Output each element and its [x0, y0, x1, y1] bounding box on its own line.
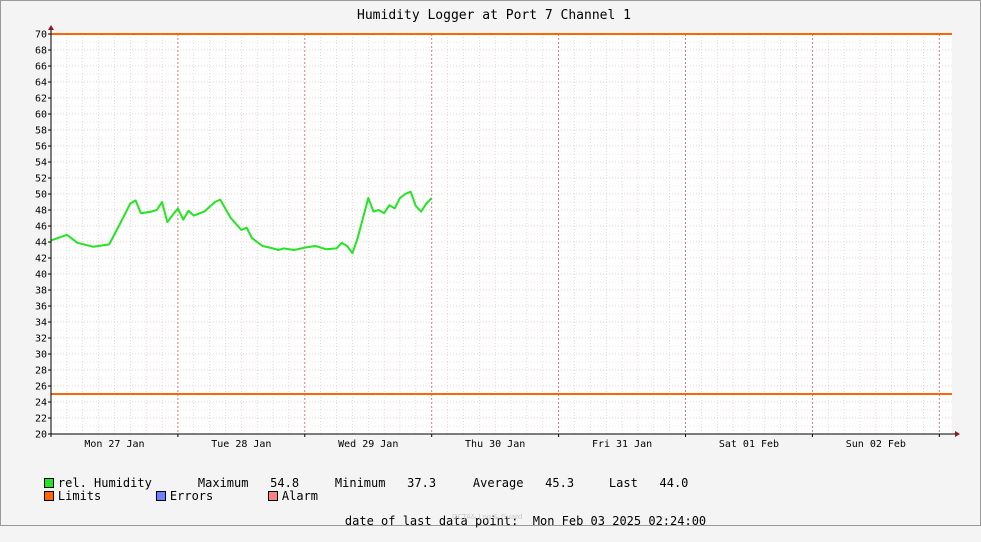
- y-tick-label: 54: [35, 158, 47, 169]
- y-tick-label: 62: [35, 94, 47, 105]
- last-label: Last: [608, 476, 638, 490]
- series-swatch: [43, 478, 54, 488]
- errors-label: Errors: [169, 489, 214, 503]
- y-tick-label: 48: [35, 206, 47, 217]
- legend-alarm: Alarm: [239, 477, 318, 516]
- errors-swatch: [155, 491, 166, 501]
- y-tick-label: 32: [35, 334, 47, 345]
- minimum-value: 37.3: [407, 476, 437, 490]
- y-tick-label: 42: [35, 254, 47, 265]
- y-tick-label: 38: [35, 286, 47, 297]
- stat-minimum: Minimum 37.3: [306, 464, 436, 503]
- chart-title: Humidity Logger at Port 7 Channel 1: [357, 8, 631, 23]
- minimum-label: Minimum: [334, 476, 386, 490]
- x-tick-label: Fri 31 Jan: [592, 439, 652, 450]
- y-tick-label: 56: [35, 142, 47, 153]
- y-tick-label: 34: [35, 318, 47, 329]
- x-tick-label: Sun 02 Feb: [846, 439, 906, 450]
- y-axis-arrow: [48, 25, 54, 30]
- average-label: Average: [472, 476, 524, 490]
- x-tick-labels: Mon 27 Jan Tue 28 Jan Wed 29 Jan Thu 30 Jan…: [50, 434, 940, 450]
- series-name: rel. Humidity: [57, 476, 152, 490]
- y-tick-label: 60: [35, 110, 47, 121]
- y-tick-label: 50: [35, 190, 47, 201]
- x-tick-label: Sat 01 Feb: [719, 439, 779, 450]
- y-tick-labels: 20 22 24 26 28 30 32 34 36 38 40 42 44 46 48 50 52 54 56 58…: [35, 30, 51, 441]
- y-tick-label: 58: [35, 126, 47, 137]
- last-value: 44.0: [659, 476, 689, 490]
- y-tick-label: 30: [35, 350, 47, 361]
- chart-frame: 20 22 24 26 28 30 32 34 36 38 40 42 44 46 48 50 52 54 56 58…: [0, 0, 981, 528]
- y-tick-label: 66: [35, 62, 47, 73]
- y-tick-label: 24: [35, 398, 47, 409]
- grid: [50, 34, 952, 434]
- legend-limits: Limits: [15, 477, 101, 516]
- legend-row-1: rel. Humidity: [15, 464, 152, 503]
- x-tick-label: Thu 30 Jan: [465, 439, 525, 450]
- stat-last: Last 44.0: [580, 464, 689, 503]
- y-tick-label: 46: [35, 222, 47, 233]
- stat-average: Average 45.3: [444, 464, 574, 503]
- series-line-0: [50, 190, 433, 255]
- limit-lines: [51, 33, 952, 395]
- limits-label: Limits: [57, 489, 102, 503]
- y-tick-label: 36: [35, 302, 47, 313]
- last-data-point: date of last data point: Mon Feb 03 2025…: [316, 500, 706, 542]
- last-point-label: date of last data point:: [344, 514, 519, 528]
- maximum-value: 54.8: [270, 476, 300, 490]
- series-layer: [50, 190, 433, 255]
- y-tick-label: 52: [35, 174, 47, 185]
- y-tick-label: 22: [35, 414, 47, 425]
- y-tick-label: 26: [35, 382, 47, 393]
- axes: [48, 25, 960, 437]
- credit-text: OCTA& Log & Guard: [452, 513, 523, 521]
- limits-swatch: [43, 491, 54, 501]
- x-tick-label: Wed 29 Jan: [338, 439, 398, 450]
- alarm-label: Alarm: [281, 489, 319, 503]
- y-tick-label: 28: [35, 366, 47, 377]
- stat-maximum: Maximum 54.8: [169, 464, 299, 503]
- x-tick-label: Tue 28 Jan: [211, 439, 271, 450]
- y-tick-label: 64: [35, 78, 47, 89]
- y-tick-label: 20: [35, 430, 47, 441]
- humidity-chart: 20 22 24 26 28 30 32 34 36 38 40 42 44 46 48 50 52 54 56 58…: [35, 8, 960, 450]
- average-value: 45.3: [545, 476, 575, 490]
- maximum-label: Maximum: [197, 476, 249, 490]
- x-axis-arrow: [955, 431, 960, 437]
- last-point-value: Mon Feb 03 2025 02:24:00: [532, 514, 707, 528]
- y-tick-label: 70: [35, 30, 47, 41]
- y-tick-label: 40: [35, 270, 47, 281]
- alarm-swatch: [267, 491, 278, 501]
- legend-errors: Errors: [127, 477, 213, 516]
- y-tick-label: 44: [35, 238, 47, 249]
- x-tick-label: Mon 27 Jan: [84, 439, 144, 450]
- y-tick-label: 68: [35, 46, 47, 57]
